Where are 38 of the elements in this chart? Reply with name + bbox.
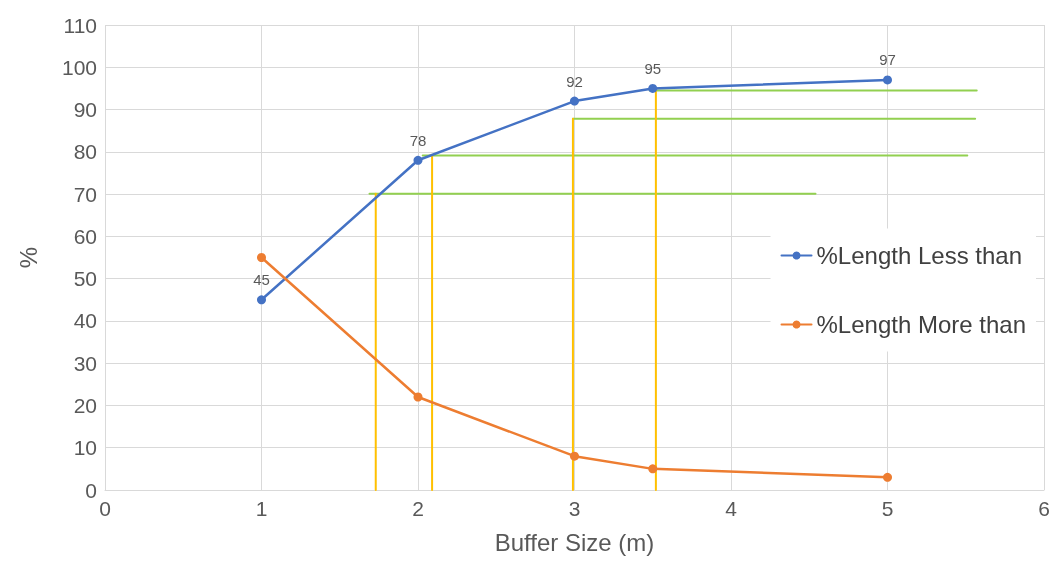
data-label: 45 bbox=[253, 271, 270, 289]
y-tick-label: 10 bbox=[73, 436, 97, 460]
y-tick-label: 40 bbox=[73, 309, 97, 333]
y-tick-label: 0 bbox=[85, 478, 97, 502]
x-tick-label: 5 bbox=[881, 497, 894, 520]
x-tick-label: 2 bbox=[412, 497, 424, 520]
point bbox=[413, 155, 423, 165]
y-tick-label: 100 bbox=[61, 55, 97, 79]
y-tick-label: 60 bbox=[73, 224, 97, 248]
y-tick-label: 80 bbox=[73, 140, 97, 164]
point bbox=[413, 392, 423, 402]
legend-label: %Length Less than bbox=[816, 242, 1023, 269]
point bbox=[257, 253, 266, 262]
data-label: 78 bbox=[409, 131, 427, 149]
x-tick-label: 3 bbox=[568, 497, 581, 520]
point bbox=[648, 83, 658, 93]
y-tick-label: 90 bbox=[73, 98, 97, 122]
y-tick-label: 70 bbox=[73, 182, 97, 206]
point bbox=[883, 472, 892, 482]
point bbox=[883, 75, 892, 85]
point bbox=[648, 464, 658, 474]
point bbox=[570, 451, 579, 461]
y-tick-label: 20 bbox=[73, 393, 97, 417]
y-tick-label: 50 bbox=[73, 267, 97, 291]
data-label: 97 bbox=[879, 51, 896, 69]
data-label: 95 bbox=[644, 59, 662, 77]
x-tick-label: 4 bbox=[725, 497, 738, 520]
x-tick-label: 0 bbox=[99, 497, 111, 520]
x-axis-title: Buffer Size (m) bbox=[494, 528, 655, 556]
y-axis-title: % bbox=[14, 246, 42, 269]
point bbox=[257, 295, 266, 305]
legend-label: %Length More than bbox=[816, 311, 1027, 338]
x-tick-label: 1 bbox=[255, 497, 268, 520]
y-tick-label: 110 bbox=[63, 13, 97, 37]
data-label: 92 bbox=[566, 72, 583, 90]
point bbox=[570, 96, 579, 106]
x-tick-label: 6 bbox=[1038, 497, 1050, 520]
y-tick-label: 30 bbox=[73, 351, 97, 375]
